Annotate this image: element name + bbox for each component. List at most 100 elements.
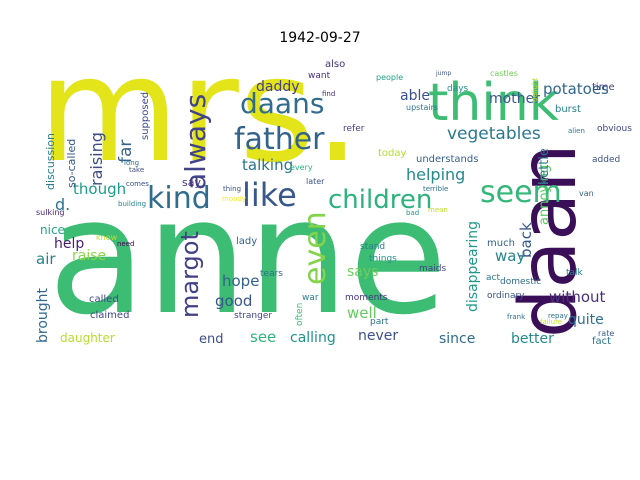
word-war: war [302, 293, 319, 303]
word-daddy: daddy [256, 79, 300, 95]
word-anne: anne [48, 163, 447, 350]
word-rate: rate [598, 329, 614, 338]
word-better: better [511, 331, 554, 347]
word-moments: moments [345, 293, 388, 303]
word-help: help [54, 236, 84, 252]
word-helping: helping [406, 165, 465, 184]
word-good: good [215, 292, 252, 310]
word-since: since [439, 331, 475, 347]
word-fact: fact [592, 336, 611, 347]
word-see: see [250, 328, 276, 346]
word-though: though [73, 180, 126, 198]
word-want: want [308, 71, 331, 81]
word-claimed: claimed [90, 310, 129, 321]
word-castles: castles [490, 69, 518, 78]
word-children: children [328, 185, 432, 215]
word-well: well [347, 304, 377, 322]
word-stranger: stranger [234, 311, 272, 321]
word-seem: seem [480, 175, 562, 210]
word-supposed: supposed [140, 92, 151, 140]
word-like: like [242, 176, 297, 214]
word-added: added [592, 155, 620, 165]
word-way: way [495, 247, 525, 265]
word-never: never [358, 328, 398, 344]
word-talking: talking [242, 156, 293, 174]
word-later: later [306, 177, 325, 186]
word-back: back [517, 222, 535, 258]
word-always: always [179, 94, 212, 190]
word-called: called [89, 294, 119, 305]
word-long: long [124, 159, 139, 167]
word-frank: frank [507, 313, 526, 321]
word-kettle: kettle [537, 148, 552, 185]
word-delight: delight [531, 77, 539, 102]
word-alien: alien [568, 127, 585, 135]
word-say: say [182, 176, 201, 189]
word-jump: jump [435, 70, 451, 77]
word-lady: lady [236, 236, 257, 247]
word-people: people [376, 73, 403, 82]
word-margot: margot [176, 231, 204, 318]
word-also: also [325, 59, 345, 70]
word-calling: calling [290, 330, 336, 346]
word-quite: quite [568, 312, 604, 328]
word-van: van [579, 189, 594, 198]
word-kind: kind [147, 181, 211, 216]
word-daans: daans [240, 87, 324, 120]
word-domestic: domestic [500, 277, 541, 287]
word-much: much [487, 238, 515, 249]
word-raise: raise [72, 248, 106, 264]
word-find: find [322, 90, 335, 98]
word-terrible: terrible [423, 185, 448, 193]
chart-title: 1942-09-27 [279, 30, 361, 46]
word-nice: nice [40, 223, 65, 237]
word-stand: stand [360, 242, 385, 252]
word-comes: comes [126, 180, 149, 188]
word-says: says [347, 264, 378, 280]
word-need: need [117, 240, 135, 248]
word-talk: talk [566, 268, 584, 278]
word-d: d. [55, 195, 70, 214]
word-know: know [96, 233, 118, 242]
word-brought: brought [35, 287, 51, 343]
word-things: things [369, 254, 397, 264]
word-act: act [486, 273, 500, 283]
word-maids: maids [419, 264, 446, 274]
word-today: today [378, 148, 407, 159]
word-daan: daan [504, 143, 594, 338]
word-part: part [370, 317, 389, 327]
word-mother: mother [489, 91, 540, 107]
word-without: without [549, 288, 606, 306]
word-end: end [199, 332, 224, 347]
word-take: take [129, 166, 144, 174]
word-disappearing: disappearing [465, 221, 481, 312]
word-vegetables: vegetables [447, 124, 541, 144]
word-burst: burst [555, 104, 581, 115]
word-discussion: discussion [44, 133, 57, 190]
word-bad: bad [406, 209, 419, 217]
word-thing: thing [223, 185, 241, 193]
word-air: air [36, 250, 56, 268]
word-father: father [234, 122, 325, 157]
word-mrs: mrs. [38, 26, 361, 195]
word-ordinary: ordinary [487, 291, 525, 301]
word-so-called: so-called [65, 139, 78, 188]
word-hope: hope [222, 272, 259, 290]
word-moody: moody [222, 195, 246, 203]
word-often: often [295, 303, 305, 326]
word-failure: failure [540, 318, 562, 326]
word-repay: repay [548, 312, 568, 320]
word-building: building [118, 200, 146, 208]
word-tears: tears [260, 269, 283, 279]
word-far: far [116, 140, 136, 163]
word-raising: raising [87, 132, 106, 186]
word-upstairs: upstairs [406, 103, 438, 112]
word-days: days [447, 84, 469, 94]
word-refer: refer [343, 124, 365, 134]
word-obvious: obvious [597, 124, 632, 134]
word-even: even [298, 211, 333, 285]
word-sulking: sulking [36, 208, 64, 217]
word-think: think [428, 73, 559, 133]
word-every: every [290, 163, 313, 172]
